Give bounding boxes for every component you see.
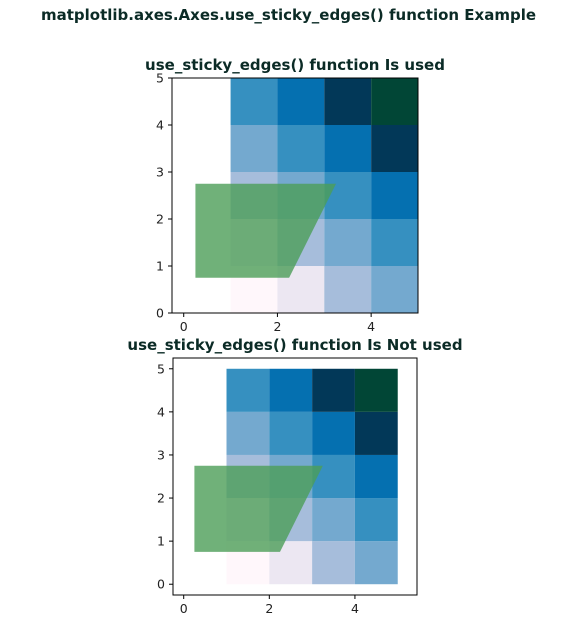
heatmap-cell (324, 172, 372, 219)
heatmap-cell (277, 125, 325, 172)
heatmap-cell (371, 266, 418, 313)
y-tick-label: 2 (157, 491, 165, 506)
heatmap-cell (371, 125, 418, 172)
axes-frame (172, 357, 418, 596)
polygon-patch (194, 465, 323, 552)
y-tick-label: 5 (156, 71, 164, 86)
heatmap-cell (354, 368, 398, 412)
y-tick-label: 4 (157, 404, 165, 419)
heatmap-cell (324, 78, 372, 125)
heatmap-cell (312, 411, 355, 455)
heatmap-cell (269, 411, 313, 455)
x-tick-label: 4 (367, 319, 375, 334)
heatmap-cell (354, 498, 398, 542)
heatmap-cell (226, 411, 270, 455)
heatmap-cell (269, 368, 313, 412)
y-tick-label: 0 (157, 577, 165, 592)
heatmap-cell (354, 541, 398, 585)
heatmap-cell (371, 219, 418, 266)
axes-title: use_sticky_edges() function Is Not used (127, 336, 462, 354)
y-tick-label: 0 (156, 306, 164, 321)
x-tick-label: 0 (180, 319, 188, 334)
axes-frame (171, 77, 419, 314)
heatmap-cell (354, 454, 398, 499)
plot-area (194, 368, 398, 585)
y-tick-label: 1 (157, 534, 165, 549)
heatmap-cell (230, 125, 278, 172)
y-tick-label: 3 (157, 447, 165, 462)
heatmap-cell (324, 125, 372, 172)
heatmap-cell (312, 368, 355, 412)
heatmap-cell (277, 78, 325, 125)
x-tick-label: 2 (265, 601, 273, 616)
heatmap-cell (324, 266, 372, 313)
heatmap-cell (371, 172, 418, 219)
heatmap-cell (324, 219, 372, 266)
heatmap-cell (312, 498, 355, 542)
x-tick-label: 0 (180, 601, 188, 616)
heatmap-cell (371, 78, 418, 125)
y-tick-label: 1 (156, 259, 164, 274)
heatmap-cell (230, 78, 278, 125)
y-tick-label: 4 (156, 118, 164, 133)
heatmap-cell (226, 368, 270, 412)
axes-2: 0 2 4 0 1 2 3 4 5 use_sticky_edges() function Is … (127, 336, 462, 616)
y-tick-label: 3 (156, 165, 164, 180)
plot-area (195, 78, 418, 313)
axes-title: use_sticky_edges() function Is used (145, 56, 445, 74)
x-tick-label: 2 (273, 319, 281, 334)
heatmap-cell (312, 541, 355, 585)
x-tick-label: 4 (351, 601, 359, 616)
heatmap-cell (312, 454, 355, 499)
y-tick-label: 5 (157, 361, 165, 376)
polygon-patch (195, 183, 336, 278)
heatmap-cell (354, 411, 398, 455)
y-tick-label: 2 (156, 212, 164, 227)
figure-suptitle: matplotlib.axes.Axes.use_sticky_edges() … (40, 6, 537, 24)
